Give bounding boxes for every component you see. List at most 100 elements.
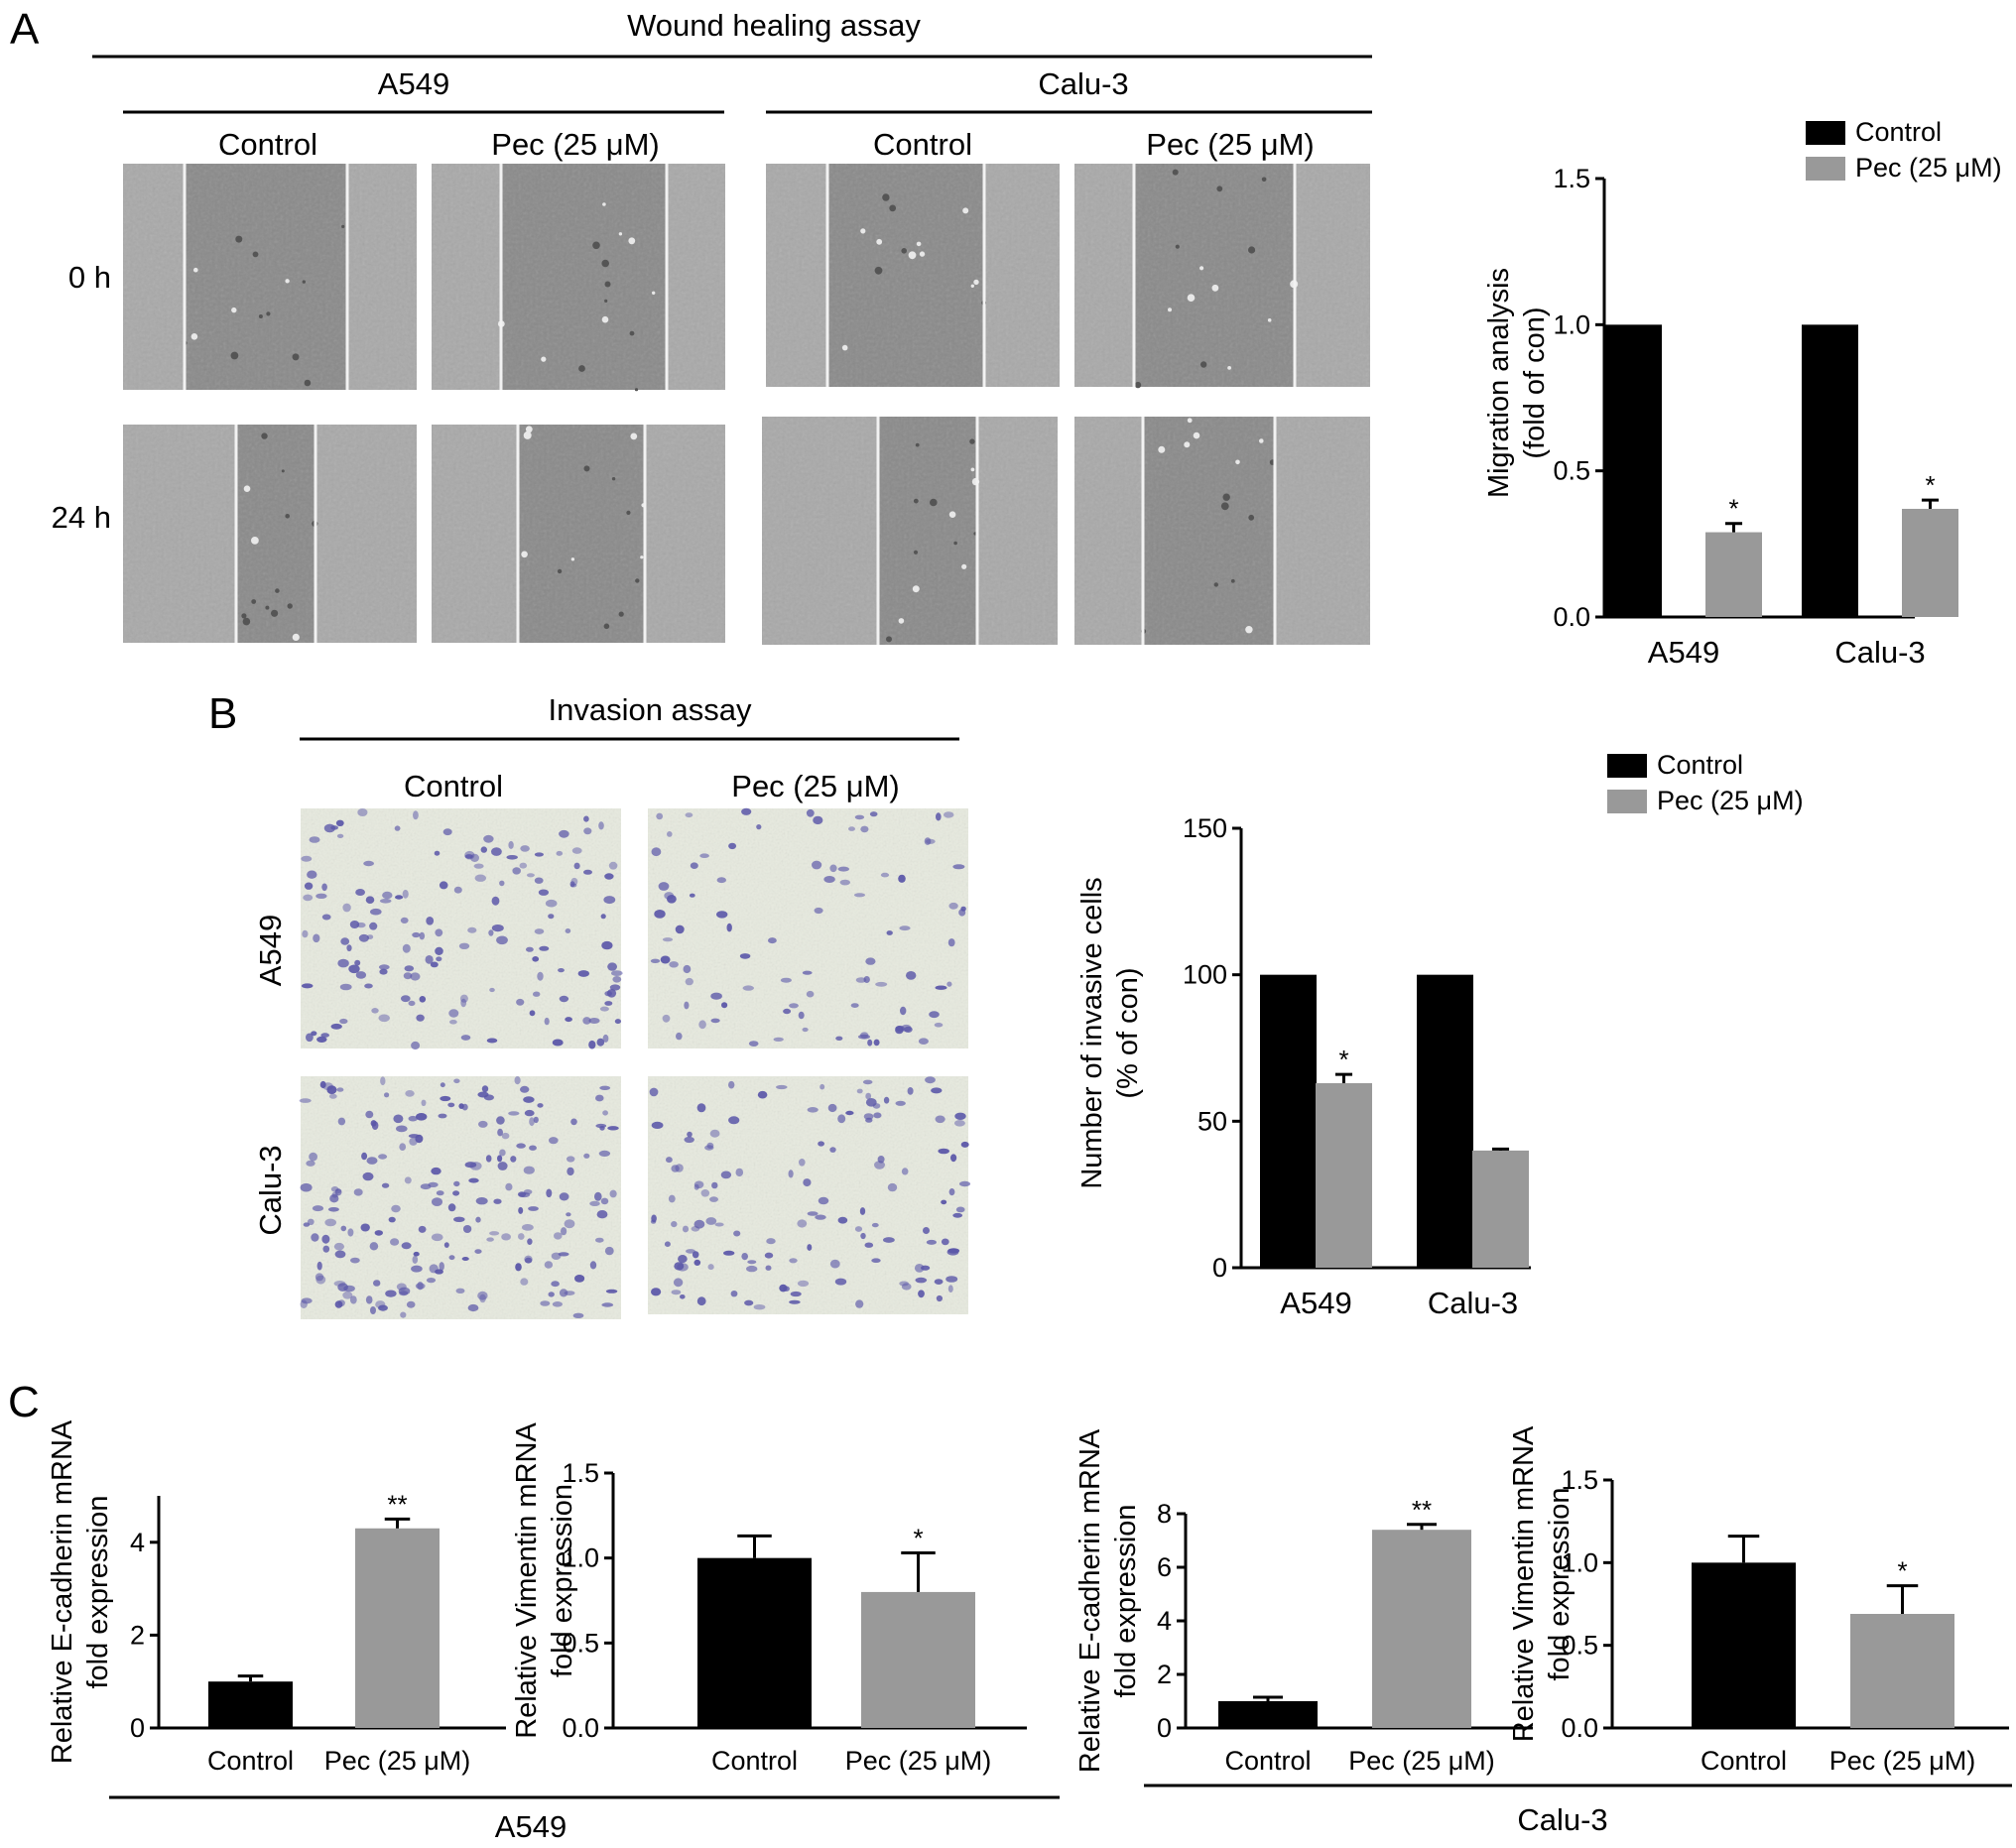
bar-pec <box>1850 1614 1954 1728</box>
panel-c-letter: C <box>8 1378 40 1426</box>
panel-a-time-0h: 0 h <box>68 260 111 295</box>
scratch-micrographs <box>123 164 1370 645</box>
bar-a549-pec <box>1705 532 1762 617</box>
y-axis-label: Relative Vimentin mRNA fold expression <box>1508 1425 1575 1742</box>
x-tick-label: Pec (25 μM) <box>1348 1746 1495 1776</box>
y-tick-label: 0 <box>130 1713 145 1743</box>
legend-swatch <box>1607 790 1647 813</box>
chart-invasion: 0 50 100 150 Number of invasive cells (% of c… <box>1076 750 1804 1320</box>
legend-label: Pec (25 μM) <box>1657 786 1804 815</box>
bar-control <box>1692 1562 1796 1728</box>
bar-control <box>208 1681 293 1728</box>
legend-label: Control <box>1657 750 1743 780</box>
y-tick-label: 0.0 <box>562 1713 599 1743</box>
bar-pec <box>355 1528 440 1728</box>
bar-pec <box>1372 1530 1471 1728</box>
y-tick-label: 2 <box>130 1620 145 1650</box>
legend-label: Control <box>1855 117 1942 147</box>
x-tick-label: Pec (25 μM) <box>1829 1746 1976 1776</box>
legend-swatch <box>1607 754 1647 778</box>
legend-swatch <box>1806 157 1845 181</box>
x-tick-label: Control <box>1224 1746 1311 1776</box>
x-tick-label: Pec (25 μM) <box>324 1746 471 1776</box>
panel-a-calu3-pec-label: Pec (25 μM) <box>1146 127 1314 162</box>
x-tick-label: Pec (25 μM) <box>845 1746 992 1776</box>
panel-b-pec-label: Pec (25 μM) <box>731 769 899 803</box>
micrograph-invasion-calu3-pec <box>648 1076 971 1314</box>
panel-a-letter: A <box>10 5 40 54</box>
panel-a-a549-control-label: Control <box>218 127 317 162</box>
panel-a-title: Wound healing assay <box>627 8 921 43</box>
significance-marker: * <box>1728 494 1738 524</box>
bar-calu3-pec <box>1902 508 1958 617</box>
y-tick-label: 0.5 <box>1553 456 1590 486</box>
y-tick-label: 0 <box>1157 1713 1172 1743</box>
chart-migration: 0.0 0.5 1.0 1.5 Migration analysis (fold of c… <box>1483 117 2002 670</box>
chart-a549-ecadherin: 0 2 4 Relative E-cadherin mRNA fold expressi… <box>47 1419 506 1776</box>
y-axis-label: Migration analysis (fold of con) <box>1483 268 1551 498</box>
y-axis-label: Relative Vimentin mRNA fold expression <box>511 1422 578 1739</box>
y-tick-label: 1.5 <box>1561 1465 1598 1495</box>
significance-marker: * <box>1897 1556 1907 1586</box>
y-tick-label: 1.0 <box>562 1543 599 1573</box>
micrograph-invasion-a549-pec <box>648 807 968 1048</box>
y-tick-label: 1.0 <box>1561 1547 1598 1577</box>
x-tick-label: Control <box>207 1746 294 1776</box>
y-tick-label: 6 <box>1157 1552 1172 1582</box>
panel-a-a549-pec-label: Pec (25 μM) <box>491 127 659 162</box>
y-axis-label: Relative E-cadherin mRNA fold expression <box>47 1419 114 1764</box>
legend-swatch <box>1806 121 1845 145</box>
panel-b-row-calu3: Calu-3 <box>253 1145 288 1235</box>
chart-calu3-ecadherin: 0 2 4 6 8 Relative E-cadherin mRNA fold expres… <box>1074 1428 1533 1776</box>
bar-a549-control <box>1605 324 1662 617</box>
y-tick-label: 1.5 <box>562 1458 599 1488</box>
y-tick-label: 0.5 <box>1561 1631 1598 1661</box>
x-tick-label: Calu-3 <box>1834 635 1925 670</box>
micrograph-invasion-a549-control <box>301 808 623 1050</box>
legend-label: Pec (25 μM) <box>1855 153 2002 183</box>
y-tick-label: 100 <box>1183 960 1227 990</box>
micrograph-calu3-control-24h <box>762 417 1058 645</box>
x-tick-label: Calu-3 <box>1428 1286 1518 1320</box>
bar-control <box>1218 1701 1318 1728</box>
panel-a-group-a549: A549 <box>378 66 449 101</box>
significance-marker: * <box>913 1524 923 1553</box>
bar-a549-control <box>1260 974 1317 1268</box>
panel-a-group-calu3: Calu-3 <box>1038 66 1128 101</box>
panel-a-time-24h: 24 h <box>52 500 111 535</box>
micrograph-calu3-pec-0h <box>1074 164 1370 389</box>
y-tick-label: 4 <box>1157 1606 1172 1636</box>
significance-marker: * <box>1925 470 1935 500</box>
y-tick-label: 0 <box>1212 1253 1227 1283</box>
bar-control <box>697 1557 812 1728</box>
panel-b-control-label: Control <box>404 769 503 803</box>
x-tick-label: A549 <box>1280 1286 1351 1320</box>
significance-marker: ** <box>387 1489 407 1519</box>
panel-b-row-a549: A549 <box>253 915 288 986</box>
y-axis-label: Relative E-cadherin mRNA fold expression <box>1074 1428 1142 1773</box>
y-tick-label: 4 <box>130 1528 145 1557</box>
bar-a549-pec <box>1316 1082 1372 1268</box>
x-tick-label: A549 <box>1648 635 1719 670</box>
panel-c-group-a549: A549 <box>495 1809 567 1844</box>
y-tick-label: 0.0 <box>1561 1713 1598 1743</box>
panel-b-letter: B <box>208 689 237 738</box>
panel-b-title: Invasion assay <box>548 692 752 727</box>
x-tick-label: Control <box>711 1746 798 1776</box>
y-tick-label: 0.0 <box>1553 602 1590 632</box>
bar-calu3-control <box>1417 974 1473 1268</box>
y-tick-label: 1.0 <box>1553 309 1590 339</box>
micrograph-a549-pec-0h <box>432 164 725 392</box>
significance-marker: ** <box>1412 1495 1432 1525</box>
y-tick-label: 50 <box>1197 1106 1227 1136</box>
y-tick-label: 150 <box>1183 813 1227 843</box>
micrograph-a549-pec-24h <box>432 425 725 643</box>
micrograph-calu3-control-0h <box>766 164 1060 387</box>
bar-pec <box>861 1591 975 1728</box>
micrograph-calu3-pec-24h <box>1074 417 1370 645</box>
panel-a-calu3-control-label: Control <box>873 127 972 162</box>
micrograph-a549-control-24h <box>123 425 417 643</box>
x-tick-label: Control <box>1701 1746 1787 1776</box>
y-tick-label: 8 <box>1157 1499 1172 1529</box>
